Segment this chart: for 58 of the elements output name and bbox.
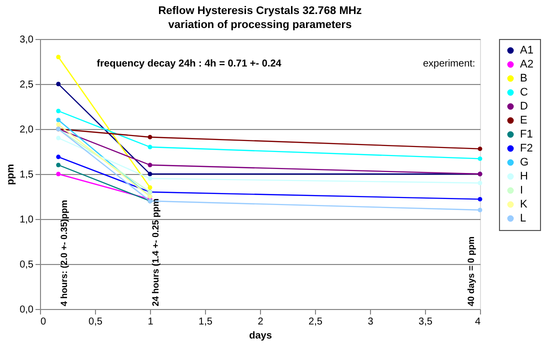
x-tick-label: 2 [258,316,264,328]
x-tick-label: 0,5 [88,316,103,328]
legend-label: H [520,170,528,182]
point [56,172,61,176]
point [148,172,152,176]
point [56,82,61,86]
annotation: experiment: [422,58,476,70]
legend-label: A2 [520,58,534,70]
legend-label: G [520,156,529,168]
x-tick-label: 3 [368,316,374,328]
x-axis-title: days [249,330,272,342]
point [148,144,152,150]
point [478,208,482,212]
legend-label: I [520,184,524,196]
annotation: 40 days = 0 ppm [466,236,476,306]
annotation: frequency decay 24h : 4h = 0.71 +- 0.24 [96,58,282,70]
point [56,162,61,168]
y-tick-label: 1,0 [20,214,34,226]
y-tick-label: 2,5 [20,80,34,90]
legend-label: E [520,114,528,126]
point [148,185,152,190]
annotation: 4 hours: (2.0 +- 0.35)ppm [58,200,69,306]
y-tick-label: 1,5 [20,170,34,180]
x-tick-label: 2,5 [308,316,323,328]
point [478,196,482,202]
point [56,154,61,160]
legend-label: F2 [520,142,533,154]
x-tick-label: 3,5 [418,316,433,328]
x-tick-label: 1 [148,316,154,328]
point [56,54,61,60]
point [56,122,61,127]
y-axis-title: ppm [6,164,17,186]
y-tick-label: 0,0 [20,304,34,316]
point [148,134,152,140]
annotation: 24 hours (1.4 +- 0.25 ppm [150,198,160,306]
point [56,108,61,114]
point [56,136,61,140]
chart-subtitle: variation of processing parameters [168,19,352,31]
legend-label: K [520,198,528,210]
legend-label: B [520,72,528,84]
point [148,176,152,181]
x-tick-label: 1,5 [198,316,213,328]
point [478,180,482,186]
y-tick-label: 3,0 [20,34,34,46]
chart-title: Reflow Hysteresis Crystals 32.768 MHz [158,5,362,17]
legend-label: L [520,212,526,224]
point [56,118,61,122]
legend-label: C [520,86,528,98]
x-tick-label: 4 [474,316,481,328]
y-tick-label: 2,0 [20,124,34,136]
legend-label: A1 [520,44,534,56]
legend-label: F1 [520,128,533,140]
y-tick-label: 0,5 [20,260,34,270]
legend-label: D [520,100,528,112]
point [478,146,482,152]
point [478,156,482,161]
x-tick-label: 0 [40,316,46,328]
point [148,162,152,168]
